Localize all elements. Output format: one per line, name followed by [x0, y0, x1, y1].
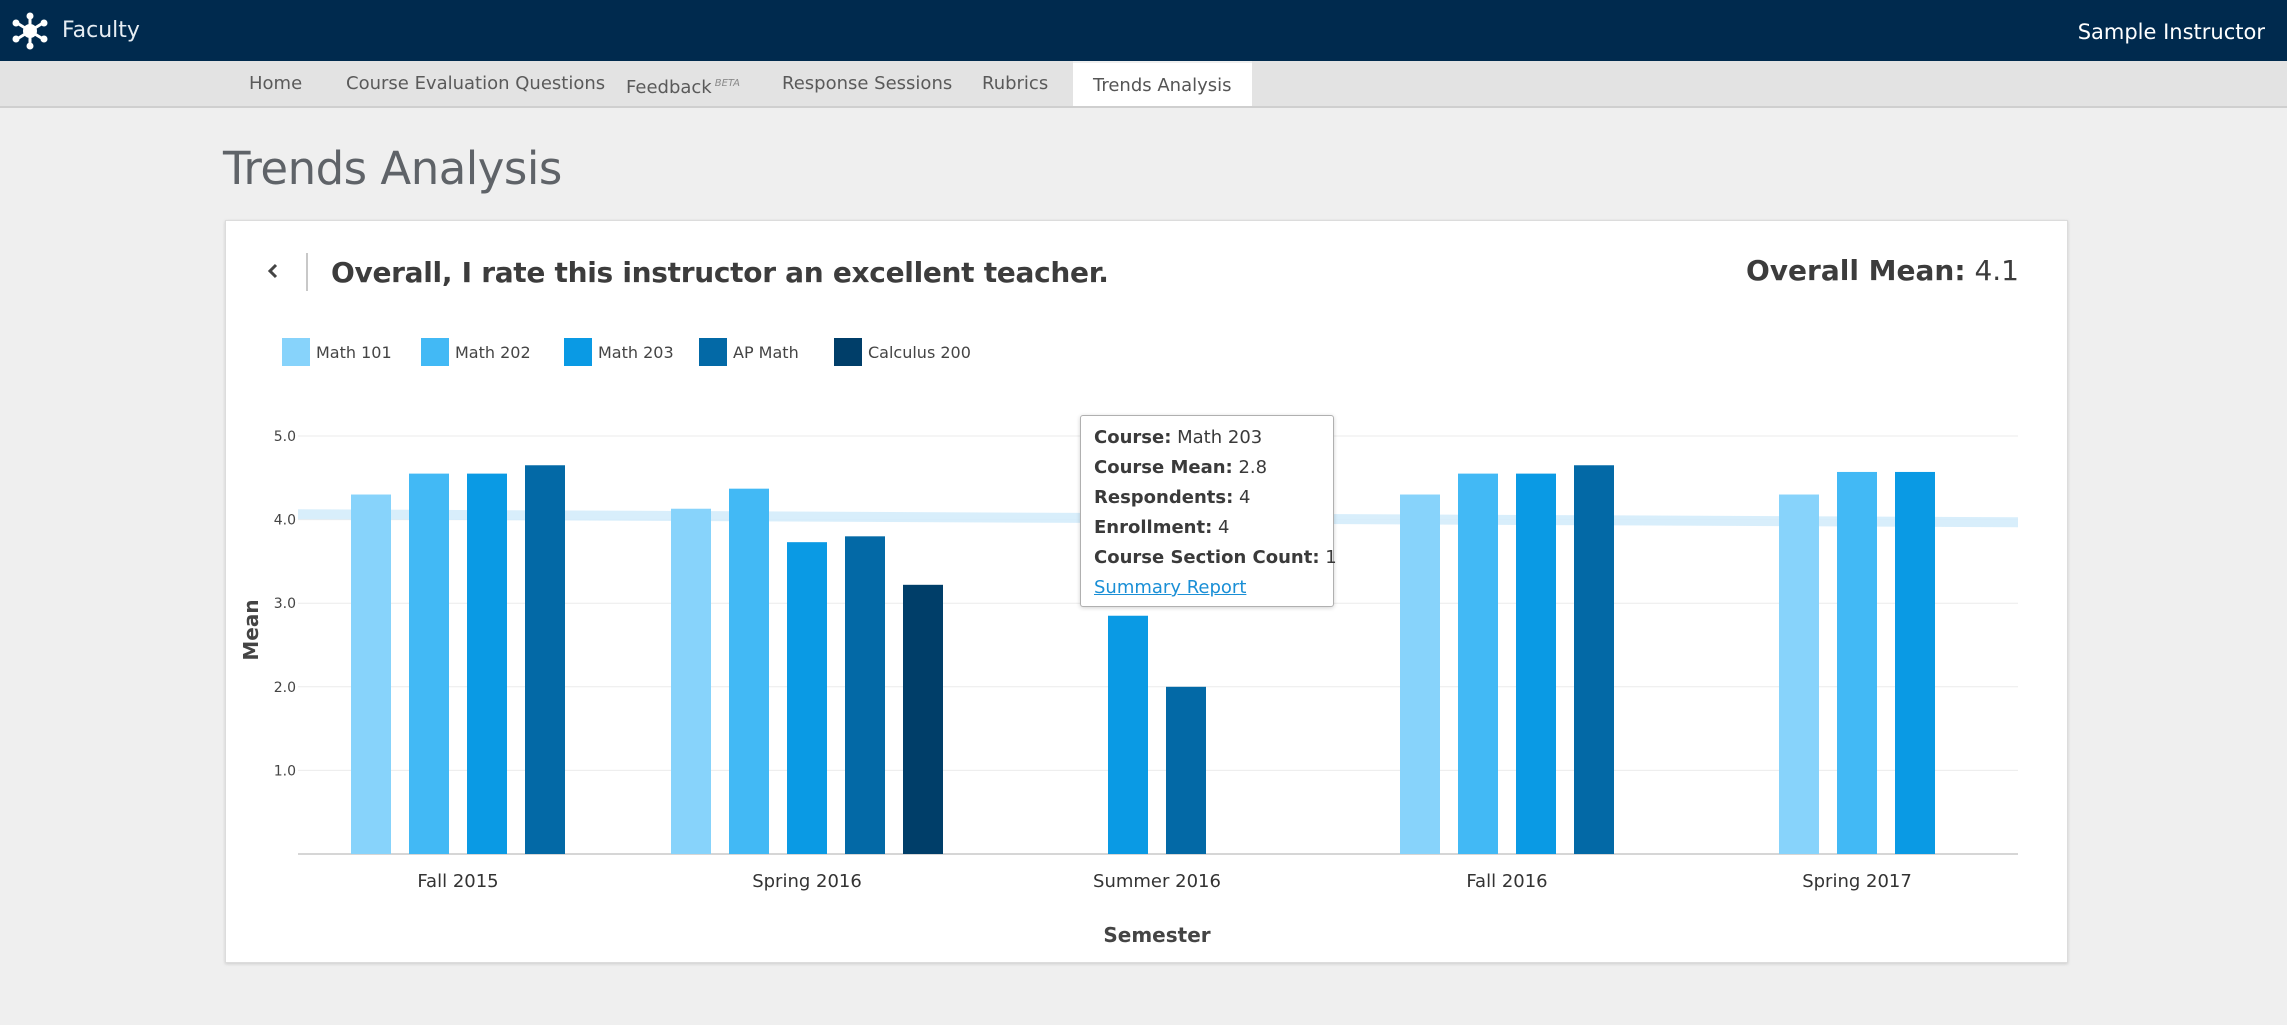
nav-tab-response-sessions[interactable]: Response Sessions	[782, 61, 952, 106]
tooltip-enrollment-value: 4	[1218, 517, 1230, 538]
legend-label: Math 101	[316, 343, 392, 362]
summary-report-link[interactable]: Summary Report	[1094, 577, 1247, 598]
tooltip-mean-value: 2.8	[1238, 457, 1268, 478]
nav-tab-feedback[interactable]: Feedback BETA	[626, 61, 740, 106]
tooltip-course-label: Course:	[1094, 427, 1172, 448]
y-tick-label: 5.0	[274, 429, 296, 445]
nav-tab-label: Rubrics	[982, 73, 1049, 94]
tooltip-section-label: Course Section Count:	[1094, 547, 1320, 568]
legend-label: Calculus 200	[868, 343, 971, 362]
bar-math-202	[1837, 471, 1877, 854]
bar-math-202	[409, 473, 449, 854]
title-divider	[306, 253, 308, 291]
y-tick-label: 1.0	[274, 763, 296, 779]
faculty-logo-icon[interactable]	[10, 12, 50, 50]
bar-math-101	[671, 508, 711, 854]
legend-label: Math 202	[455, 343, 531, 362]
tooltip-course-value: Math 203	[1177, 427, 1263, 448]
back-chevron-icon[interactable]	[263, 258, 283, 284]
bar-math-101	[1400, 494, 1440, 854]
bar-math-202	[1458, 473, 1498, 854]
bar-ap-math	[1574, 465, 1614, 854]
x-tick-label: Spring 2017	[1802, 871, 1912, 892]
legend-label: Math 203	[598, 343, 674, 362]
nav-tab-label: Course Evaluation Questions	[346, 73, 606, 94]
top-bar: Faculty Sample Instructor	[0, 0, 2287, 61]
overall-mean: Overall Mean: 4.1	[1746, 254, 2019, 287]
legend-swatch	[834, 338, 862, 366]
bar-math-202	[729, 488, 769, 854]
bar-math-203	[467, 473, 507, 854]
y-tick-label: 3.0	[274, 596, 296, 612]
bar-math-203	[1516, 473, 1556, 854]
nav-tab-label: Trends Analysis	[1093, 75, 1232, 96]
tooltip-mean-label: Course Mean:	[1094, 457, 1233, 478]
bar-math-203	[787, 542, 827, 854]
user-menu[interactable]: Sample Instructor	[2077, 20, 2265, 44]
nav-tab-home[interactable]: Home	[249, 61, 302, 106]
bar-math-203	[1895, 471, 1935, 854]
bar-ap-math	[525, 465, 565, 854]
y-axis-title: Mean	[239, 599, 263, 660]
nav-tab-course-evaluation-questions[interactable]: Course Evaluation Questions	[346, 61, 605, 106]
bar-calculus-200	[903, 584, 943, 854]
bar-math-101	[351, 494, 391, 854]
bar-ap-math	[845, 536, 885, 854]
tooltip-respondents-value: 4	[1239, 487, 1251, 508]
legend-swatch	[564, 338, 592, 366]
legend-label: AP Math	[733, 343, 799, 362]
tooltip-section-value: 1	[1325, 547, 1337, 568]
x-tick-label: Fall 2015	[417, 871, 498, 892]
x-tick-label: Fall 2016	[1466, 871, 1547, 892]
bar-ap-math	[1166, 686, 1206, 854]
legend-swatch	[699, 338, 727, 366]
nav-tab-label: Feedback	[626, 77, 712, 98]
bar-math-101	[1779, 494, 1819, 854]
bar-math-203	[1108, 615, 1148, 854]
app-name[interactable]: Faculty	[62, 18, 140, 43]
page-title: Trends Analysis	[223, 142, 562, 195]
x-tick-label: Spring 2016	[752, 871, 862, 892]
nav-tab-label: Response Sessions	[782, 73, 953, 94]
x-tick-label: Summer 2016	[1093, 871, 1221, 892]
overall-mean-value: 4.1	[1974, 254, 2019, 287]
nav-tab-label: Home	[249, 73, 303, 94]
legend-swatch	[282, 338, 310, 366]
tooltip-enrollment-label: Enrollment:	[1094, 517, 1213, 538]
nav-bar: Home Course Evaluation Questions Feedbac…	[0, 61, 2287, 108]
overall-mean-label: Overall Mean:	[1745, 254, 1966, 287]
question-title: Overall, I rate this instructor an excel…	[331, 256, 1109, 289]
nav-tab-rubrics[interactable]: Rubrics	[982, 61, 1048, 106]
y-tick-label: 2.0	[274, 680, 296, 696]
beta-badge: BETA	[714, 78, 740, 89]
tooltip-respondents-label: Respondents:	[1094, 487, 1234, 508]
nav-tab-trends-analysis[interactable]: Trends Analysis	[1073, 61, 1252, 106]
bar-tooltip: Course: Math 203 Course Mean: 2.8 Respon…	[1080, 415, 1337, 607]
y-tick-label: 4.0	[274, 513, 296, 529]
x-axis-title: Semester	[1103, 923, 1210, 947]
legend-swatch	[421, 338, 449, 366]
